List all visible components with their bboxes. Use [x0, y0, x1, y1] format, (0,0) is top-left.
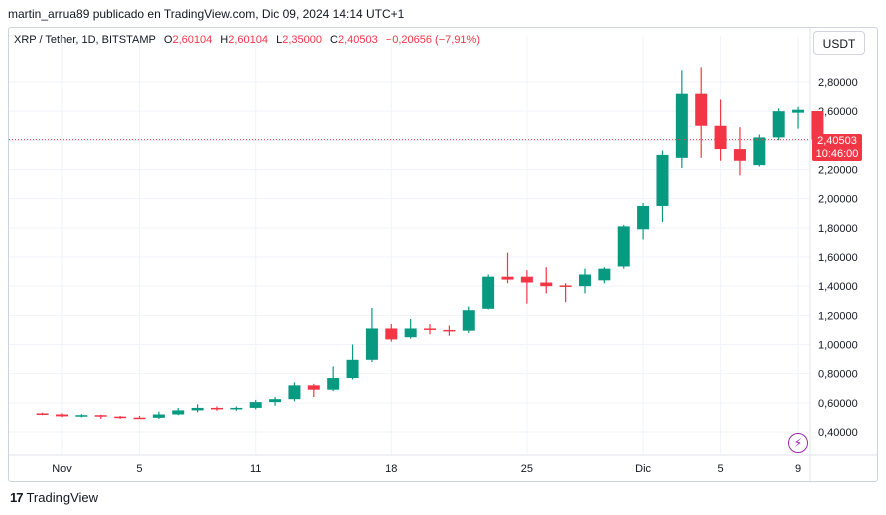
y-tick-label: 0,80000 — [818, 369, 858, 381]
candle-body — [346, 359, 359, 379]
candle-body — [114, 416, 127, 419]
candle-body — [191, 407, 204, 411]
bar-countdown: 10:46:00 — [815, 148, 859, 160]
candle-body — [172, 410, 185, 415]
y-tick-label: 2,80000 — [818, 77, 858, 89]
last-price-value: 2,40503 — [817, 135, 857, 147]
candle-body — [230, 407, 243, 410]
candle-body — [520, 276, 533, 283]
x-tick-label: 5 — [136, 463, 142, 475]
x-tick-label: Dic — [635, 463, 651, 475]
y-tick-label: 2,60000 — [818, 106, 858, 118]
candle-body — [811, 111, 824, 140]
publish-header: martin_arrua89 publicado en TradingView.… — [8, 7, 405, 21]
last-price-label: 2,40503 10:46:00 — [812, 134, 862, 161]
high-value: 2,60104 — [228, 34, 269, 46]
tradingview-mark-icon: 17 — [10, 490, 24, 505]
candle-body — [559, 285, 572, 287]
candle-body — [656, 154, 669, 206]
candle-body — [540, 282, 553, 287]
candle-body — [443, 329, 456, 332]
candle-body — [152, 414, 165, 418]
y-tick-label: 2,20000 — [818, 165, 858, 177]
candle-body — [424, 328, 437, 330]
x-tick-label: 5 — [718, 463, 724, 475]
candle-body — [288, 385, 301, 400]
candle-body — [327, 378, 340, 390]
low-value: 2,35000 — [282, 34, 322, 46]
candle-body — [675, 93, 688, 158]
open-label: O — [163, 34, 173, 46]
y-tick-label: 1,20000 — [818, 310, 858, 322]
candle-body — [307, 385, 320, 390]
tradingview-logo[interactable]: 17 TradingView — [10, 490, 98, 505]
candle-body — [210, 407, 223, 410]
low-label: L — [276, 34, 283, 46]
y-tick-label: 1,40000 — [818, 281, 858, 293]
candle-body — [714, 125, 727, 150]
candle-body — [249, 402, 262, 408]
candle-body — [733, 149, 746, 161]
close-label: C — [330, 34, 338, 46]
tradingview-brand: TradingView — [26, 490, 99, 505]
x-tick-label: Nov — [52, 463, 72, 475]
chart-frame — [8, 27, 878, 482]
y-tick-label: 0,40000 — [818, 427, 858, 439]
y-tick-label: 1,80000 — [818, 223, 858, 235]
x-tick-label: 11 — [250, 463, 261, 475]
symbol-legend: XRP / Tether, 1D, BITSTAMP O2,60104 H2,6… — [14, 34, 480, 46]
close-value: 2,40503 — [337, 34, 378, 46]
symbol-title[interactable]: XRP / Tether, 1D, BITSTAMP — [14, 34, 156, 46]
candle-body — [269, 399, 282, 403]
candle-body — [637, 205, 650, 230]
candle-body — [133, 417, 146, 420]
candle-body — [36, 413, 49, 415]
x-tick-label: 25 — [521, 463, 533, 475]
candle-body — [462, 310, 475, 331]
lightning-icon[interactable]: ⚡ — [788, 433, 808, 453]
candle-body — [365, 328, 378, 360]
candle-body — [501, 276, 514, 280]
x-tick-label: 18 — [385, 463, 397, 475]
candle-body — [578, 274, 591, 287]
x-tick-label: 9 — [795, 463, 801, 475]
y-tick-label: 1,60000 — [818, 252, 858, 264]
candle-body — [792, 109, 805, 113]
candle-body — [94, 415, 107, 417]
candle-body — [695, 93, 708, 126]
currency-button[interactable]: USDT — [813, 31, 865, 55]
candle-body — [75, 415, 88, 417]
high-label: H — [220, 34, 229, 46]
candle-body — [772, 111, 785, 138]
candle-body — [404, 328, 417, 338]
candle-body — [385, 328, 398, 340]
y-tick-label: 0,60000 — [818, 398, 858, 410]
candle-body — [56, 414, 68, 417]
open-value: 2,60104 — [172, 34, 213, 46]
y-tick-label: 1,00000 — [818, 340, 858, 352]
y-tick-label: 2,00000 — [818, 194, 858, 206]
change-value: −0,20656 (−7,91%) — [385, 34, 480, 46]
candle-body — [598, 268, 611, 281]
candle-body — [617, 226, 630, 267]
candle-body — [753, 137, 766, 166]
candle-body — [482, 276, 495, 309]
